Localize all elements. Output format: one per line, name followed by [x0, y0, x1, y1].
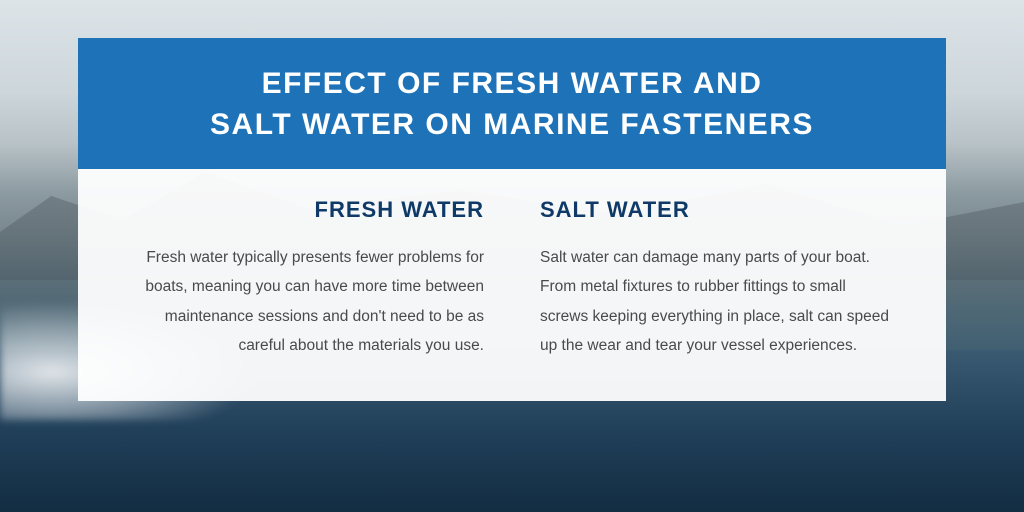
background-scene: EFFECT OF FRESH WATER AND SALT WATER ON … — [0, 0, 1024, 512]
salt-water-column: SALT WATER Salt water can damage many pa… — [540, 197, 898, 361]
title-line-2: SALT WATER ON MARINE FASTENERS — [210, 108, 814, 141]
card-title: EFFECT OF FRESH WATER AND SALT WATER ON … — [98, 64, 926, 145]
title-line-1: EFFECT OF FRESH WATER AND — [262, 67, 763, 100]
fresh-water-column: FRESH WATER Fresh water typically presen… — [126, 197, 484, 361]
info-card: EFFECT OF FRESH WATER AND SALT WATER ON … — [78, 38, 946, 401]
salt-water-heading: SALT WATER — [540, 197, 898, 223]
card-header: EFFECT OF FRESH WATER AND SALT WATER ON … — [78, 38, 946, 169]
fresh-water-heading: FRESH WATER — [126, 197, 484, 223]
salt-water-body: Salt water can damage many parts of your… — [540, 243, 898, 361]
columns-wrapper: FRESH WATER Fresh water typically presen… — [78, 169, 946, 401]
fresh-water-body: Fresh water typically presents fewer pro… — [126, 243, 484, 361]
